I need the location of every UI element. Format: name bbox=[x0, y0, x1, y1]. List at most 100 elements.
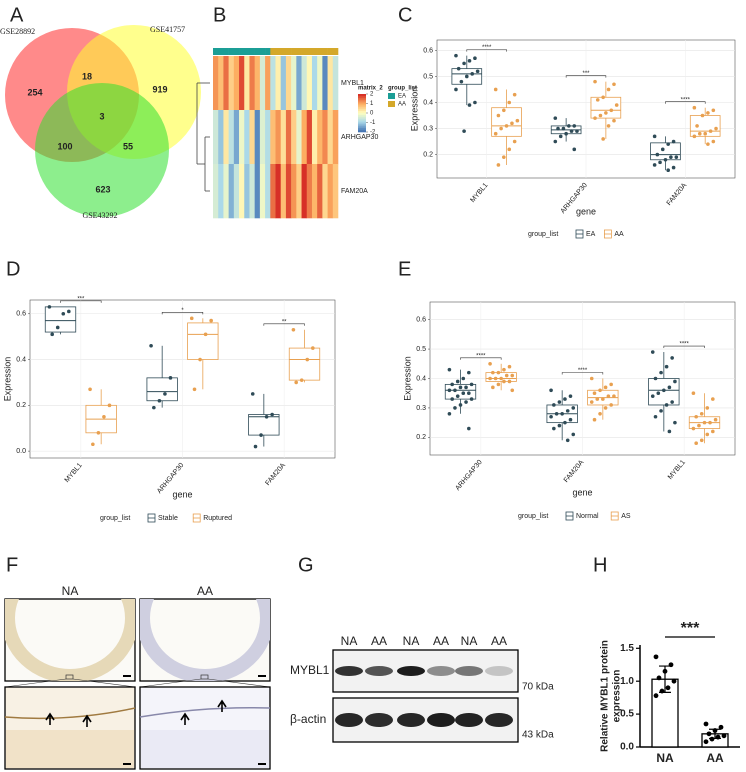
y-axis-title: Expression bbox=[409, 87, 419, 132]
point bbox=[673, 420, 677, 425]
legend-label: EA bbox=[586, 231, 596, 238]
heat-cell bbox=[317, 110, 323, 165]
point bbox=[692, 134, 697, 139]
y-tick-label: 0.6 bbox=[16, 311, 26, 318]
band bbox=[485, 666, 513, 676]
colorbar-label: -2 bbox=[370, 130, 376, 136]
point bbox=[294, 380, 298, 385]
point bbox=[714, 126, 718, 131]
point bbox=[592, 391, 597, 396]
point bbox=[589, 376, 594, 381]
heat-cell bbox=[301, 164, 308, 219]
lane-label: NA bbox=[461, 634, 478, 648]
point bbox=[499, 126, 503, 131]
colorbar-label: 1 bbox=[370, 101, 374, 107]
point bbox=[603, 406, 608, 410]
point bbox=[102, 414, 106, 419]
point bbox=[656, 675, 662, 681]
point bbox=[592, 417, 597, 422]
heat-cell bbox=[254, 164, 261, 219]
heat-cell bbox=[249, 56, 255, 111]
zoom-line bbox=[4, 678, 67, 688]
point bbox=[488, 361, 492, 366]
point bbox=[655, 152, 660, 157]
point bbox=[715, 734, 721, 740]
point bbox=[504, 373, 509, 378]
heat-cell bbox=[275, 164, 282, 219]
box bbox=[44, 306, 77, 333]
legend-title: matrix_2 bbox=[358, 86, 383, 92]
heat-cell bbox=[249, 110, 255, 165]
tissue-fiber bbox=[141, 730, 269, 768]
region-count: 623 bbox=[95, 184, 110, 194]
point bbox=[152, 405, 156, 410]
point bbox=[589, 400, 594, 404]
point bbox=[458, 403, 463, 407]
heat-cell bbox=[223, 110, 229, 165]
y-tick-label: 0.5 bbox=[423, 73, 433, 80]
band bbox=[365, 666, 393, 676]
heat-cell bbox=[311, 164, 318, 219]
point bbox=[47, 305, 52, 309]
lane-label: AA bbox=[433, 634, 449, 648]
point bbox=[557, 400, 562, 404]
heat-cell bbox=[265, 56, 271, 111]
point bbox=[711, 397, 715, 401]
point bbox=[667, 429, 672, 434]
point bbox=[50, 332, 54, 337]
row-label: ARHGAP30 bbox=[341, 134, 378, 141]
colorbar bbox=[358, 128, 366, 131]
group-bar bbox=[306, 48, 313, 55]
colorbar bbox=[358, 120, 366, 123]
significance: **** bbox=[476, 353, 486, 359]
point bbox=[671, 678, 677, 684]
heat-cell bbox=[265, 164, 271, 219]
point bbox=[606, 87, 611, 92]
panel-label: F bbox=[6, 554, 18, 576]
point bbox=[653, 414, 658, 419]
heat-cell bbox=[285, 110, 292, 165]
group-bar bbox=[311, 48, 318, 55]
heat-cell bbox=[218, 110, 224, 165]
point bbox=[512, 139, 517, 144]
point bbox=[264, 414, 269, 419]
colorbar bbox=[358, 111, 366, 114]
point bbox=[664, 364, 669, 369]
colorbar bbox=[358, 113, 366, 116]
point bbox=[692, 105, 697, 110]
y-tick-label: 0.4 bbox=[416, 375, 426, 382]
heat-cell bbox=[233, 110, 240, 165]
colorbar bbox=[358, 109, 366, 112]
point bbox=[467, 59, 472, 63]
point bbox=[488, 376, 492, 381]
legend-label: Stable bbox=[158, 515, 178, 522]
heat-cell bbox=[306, 56, 313, 111]
y-tick-label: 0.6 bbox=[416, 316, 426, 323]
group-bar bbox=[291, 48, 297, 55]
box bbox=[146, 377, 178, 402]
point bbox=[504, 124, 509, 128]
point bbox=[467, 391, 471, 396]
band bbox=[397, 666, 425, 676]
point bbox=[601, 137, 605, 141]
panel-label: E bbox=[398, 258, 411, 280]
group-bar bbox=[223, 48, 229, 55]
point bbox=[453, 406, 457, 410]
point bbox=[652, 134, 657, 139]
group-bar bbox=[254, 48, 261, 55]
point bbox=[465, 74, 469, 79]
legend-label: AS bbox=[621, 513, 631, 520]
x-tick-label: NA bbox=[656, 751, 674, 765]
significance: ** bbox=[282, 319, 287, 325]
point bbox=[563, 397, 567, 401]
heat-cell bbox=[233, 56, 240, 111]
colorbar-label: -1 bbox=[370, 120, 376, 126]
x-tick-label: ARHGAP30 bbox=[454, 459, 483, 492]
heat-cell bbox=[332, 164, 339, 219]
point bbox=[469, 397, 474, 401]
point bbox=[662, 668, 668, 674]
point bbox=[554, 412, 559, 416]
heat-cell bbox=[296, 110, 302, 165]
point bbox=[556, 126, 560, 131]
colorbar bbox=[358, 118, 366, 121]
